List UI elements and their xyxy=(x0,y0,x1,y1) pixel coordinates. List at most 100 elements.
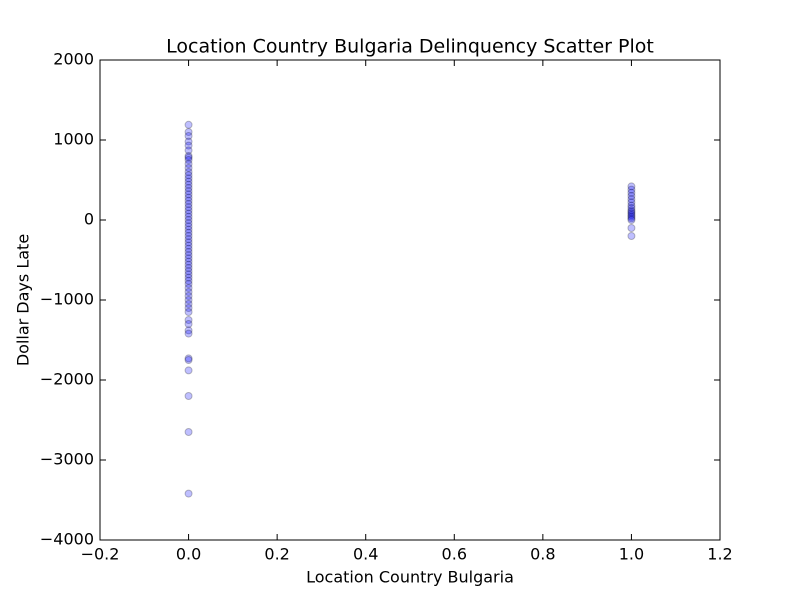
point xyxy=(184,248,193,256)
point xyxy=(627,209,636,218)
point xyxy=(184,209,193,218)
point xyxy=(184,264,193,272)
point xyxy=(184,292,193,300)
point xyxy=(184,489,193,498)
point xyxy=(184,270,193,279)
x-axis-label: Location Country Bulgaria xyxy=(306,568,514,587)
point xyxy=(184,366,193,375)
point xyxy=(184,329,193,338)
point xyxy=(184,180,193,189)
point xyxy=(627,232,636,240)
point xyxy=(184,284,193,292)
point xyxy=(184,174,193,183)
point xyxy=(184,280,193,288)
y-tick-label: 1000 xyxy=(53,130,94,149)
point xyxy=(627,188,636,197)
point xyxy=(184,228,193,237)
point xyxy=(184,267,193,276)
point xyxy=(627,212,636,221)
point xyxy=(184,141,193,150)
point xyxy=(184,196,193,205)
point xyxy=(627,185,636,194)
point xyxy=(627,216,636,224)
point xyxy=(184,177,193,186)
point xyxy=(184,171,193,180)
x-tick-label: 0.8 xyxy=(530,545,555,564)
point xyxy=(627,208,636,216)
point xyxy=(184,152,193,160)
point xyxy=(184,128,193,136)
point xyxy=(627,224,636,232)
point xyxy=(184,326,193,335)
point xyxy=(184,206,193,215)
point xyxy=(184,153,193,162)
point xyxy=(184,164,193,172)
point xyxy=(184,160,193,168)
point xyxy=(184,296,193,304)
point xyxy=(184,304,193,312)
point xyxy=(184,257,193,266)
point xyxy=(627,201,636,210)
point xyxy=(184,260,193,269)
point xyxy=(184,219,193,228)
point xyxy=(184,300,193,308)
point xyxy=(184,308,193,316)
point xyxy=(627,211,636,220)
point xyxy=(184,137,193,146)
x-tick-label: 0.6 xyxy=(442,545,467,564)
point xyxy=(184,156,193,164)
point xyxy=(184,320,193,328)
point xyxy=(627,214,636,223)
y-tick-label: −2000 xyxy=(40,370,94,389)
chart-title: Location Country Bulgaria Delinquency Sc… xyxy=(166,36,654,58)
point xyxy=(184,392,193,400)
y-tick-label: −4000 xyxy=(40,530,94,549)
point xyxy=(184,235,193,244)
point xyxy=(184,288,193,296)
point xyxy=(627,192,636,200)
point xyxy=(184,212,193,221)
point xyxy=(184,273,193,282)
point xyxy=(184,216,193,224)
point xyxy=(184,251,193,260)
point xyxy=(627,195,636,204)
point xyxy=(184,316,193,324)
plot-frame xyxy=(99,59,721,541)
point xyxy=(184,132,193,140)
x-tick-label: −0.2 xyxy=(81,545,120,564)
point xyxy=(184,238,193,247)
point xyxy=(184,354,193,363)
x-tick-label: 0.4 xyxy=(353,545,378,564)
y-tick-label: 0 xyxy=(84,210,94,229)
point xyxy=(184,254,193,263)
point xyxy=(184,146,193,155)
x-tick-label: 1.0 xyxy=(619,545,644,564)
point xyxy=(184,225,193,234)
point xyxy=(184,241,193,250)
point xyxy=(184,187,193,196)
y-axis-label: Dollar Days Late xyxy=(14,234,33,366)
point xyxy=(184,222,193,231)
point xyxy=(184,428,193,436)
point xyxy=(184,193,193,202)
y-tick-label: −3000 xyxy=(40,450,94,469)
x-tick-label: 0.2 xyxy=(264,545,289,564)
point xyxy=(627,198,636,207)
point xyxy=(627,182,636,191)
point xyxy=(184,190,193,199)
y-tick-label: 2000 xyxy=(53,50,94,69)
x-tick-label: 0.0 xyxy=(176,545,201,564)
y-tick-label: −1000 xyxy=(40,290,94,309)
point xyxy=(184,168,193,176)
point xyxy=(184,356,193,364)
point xyxy=(184,232,193,240)
point xyxy=(184,184,193,192)
point xyxy=(184,244,193,253)
point xyxy=(184,120,193,129)
point xyxy=(627,206,636,215)
point xyxy=(184,200,193,208)
point xyxy=(627,204,636,212)
point xyxy=(184,276,193,285)
